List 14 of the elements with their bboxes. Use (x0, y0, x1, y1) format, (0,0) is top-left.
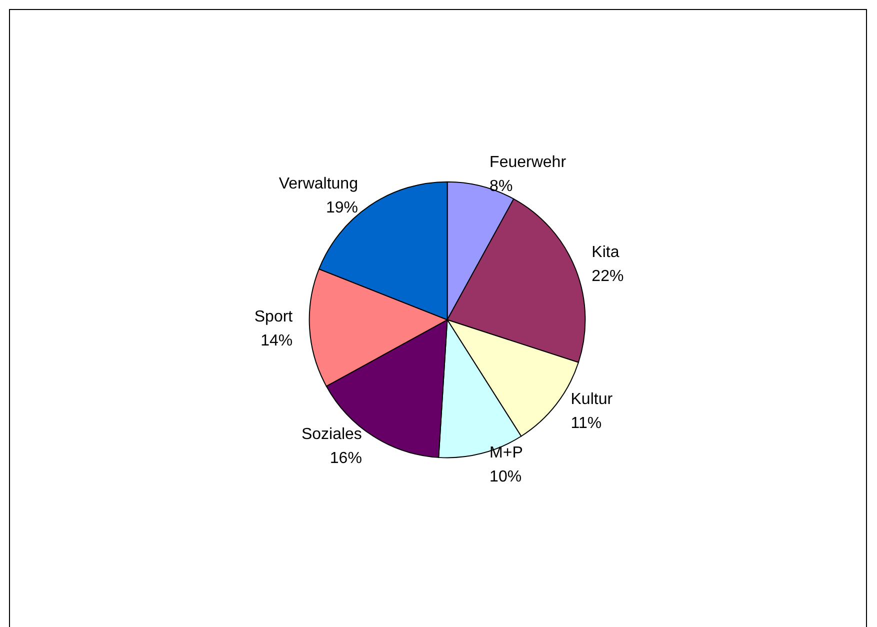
slice-label: Sport (254, 308, 294, 326)
data-label: 10% (490, 468, 522, 486)
data-label: 14% (260, 332, 293, 350)
slice-label: M+P (490, 444, 523, 462)
slice-label: Kultur (570, 391, 614, 408)
data-label: 19% (326, 199, 358, 216)
data-label: 11% (570, 415, 602, 432)
slice-label: Soziales (301, 426, 362, 443)
slice-label: Verwaltung (278, 175, 358, 192)
data-label: 8% (490, 178, 513, 196)
data-label: 22% (592, 268, 624, 286)
slice-label: Feuerwehr (490, 154, 567, 172)
slice-label: Kita (592, 244, 620, 262)
data-label: 16% (330, 450, 362, 467)
